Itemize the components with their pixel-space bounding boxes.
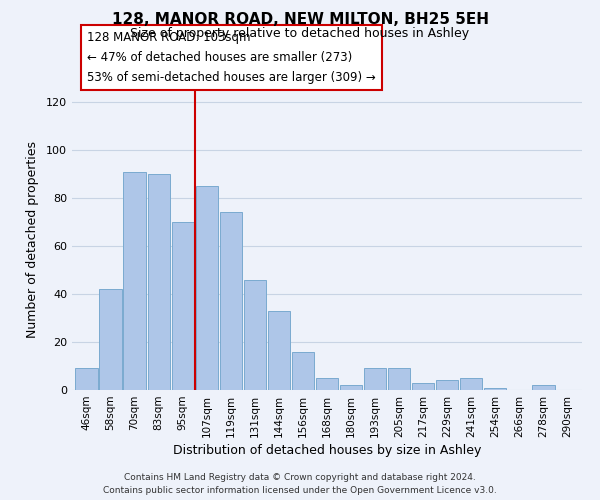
Text: 128 MANOR ROAD: 103sqm
← 47% of detached houses are smaller (273)
53% of semi-de: 128 MANOR ROAD: 103sqm ← 47% of detached… bbox=[88, 31, 376, 84]
Bar bbox=[436, 380, 458, 390]
Bar bbox=[316, 378, 338, 390]
Text: 128, MANOR ROAD, NEW MILTON, BH25 5EH: 128, MANOR ROAD, NEW MILTON, BH25 5EH bbox=[112, 12, 488, 28]
Y-axis label: Number of detached properties: Number of detached properties bbox=[26, 142, 39, 338]
Bar bbox=[388, 368, 410, 390]
X-axis label: Distribution of detached houses by size in Ashley: Distribution of detached houses by size … bbox=[173, 444, 481, 457]
Bar bbox=[292, 352, 314, 390]
Bar bbox=[196, 186, 218, 390]
Bar bbox=[340, 385, 362, 390]
Bar bbox=[172, 222, 194, 390]
Bar bbox=[100, 289, 122, 390]
Bar bbox=[148, 174, 170, 390]
Text: Size of property relative to detached houses in Ashley: Size of property relative to detached ho… bbox=[130, 28, 470, 40]
Bar bbox=[460, 378, 482, 390]
Bar bbox=[220, 212, 242, 390]
Bar bbox=[76, 368, 98, 390]
Bar bbox=[364, 368, 386, 390]
Bar bbox=[412, 383, 434, 390]
Bar bbox=[124, 172, 146, 390]
Text: Contains HM Land Registry data © Crown copyright and database right 2024.
Contai: Contains HM Land Registry data © Crown c… bbox=[103, 474, 497, 495]
Bar bbox=[532, 385, 554, 390]
Bar bbox=[484, 388, 506, 390]
Bar bbox=[244, 280, 266, 390]
Bar bbox=[268, 311, 290, 390]
